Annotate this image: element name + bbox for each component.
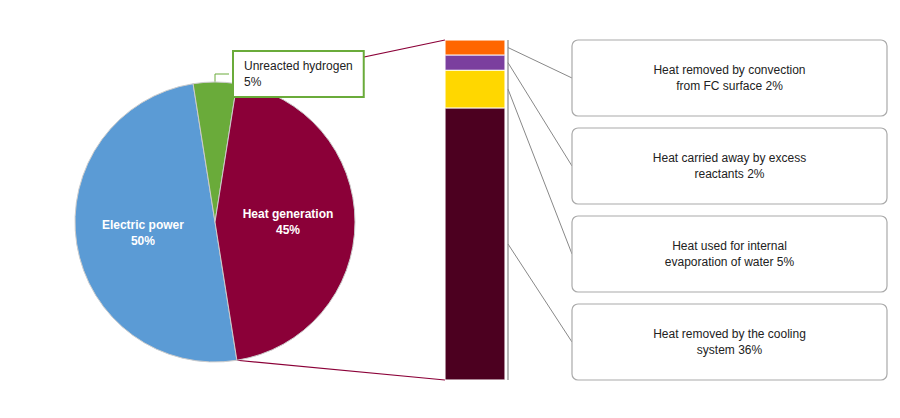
svg-text:Heat removed by convection: Heat removed by convection xyxy=(653,63,805,77)
svg-text:from FC surface 2%: from FC surface 2% xyxy=(676,79,783,93)
svg-text:45%: 45% xyxy=(276,223,300,237)
svg-text:reactants 2%: reactants 2% xyxy=(694,167,764,181)
svg-text:Heat carried away by excess: Heat carried away by excess xyxy=(653,151,806,165)
svg-text:Heat removed by the cooling: Heat removed by the cooling xyxy=(653,327,806,341)
svg-text:Unreacted hydrogen: Unreacted hydrogen xyxy=(244,59,353,73)
svg-text:system 36%: system 36% xyxy=(697,343,763,357)
svg-text:Heat generation: Heat generation xyxy=(243,207,334,221)
svg-text:5%: 5% xyxy=(244,75,262,89)
svg-text:50%: 50% xyxy=(131,234,155,248)
svg-text:Electric power: Electric power xyxy=(102,218,184,232)
svg-text:Heat used for internal: Heat used for internal xyxy=(672,239,787,253)
svg-text:evaporation of water 5%: evaporation of water 5% xyxy=(665,255,795,269)
